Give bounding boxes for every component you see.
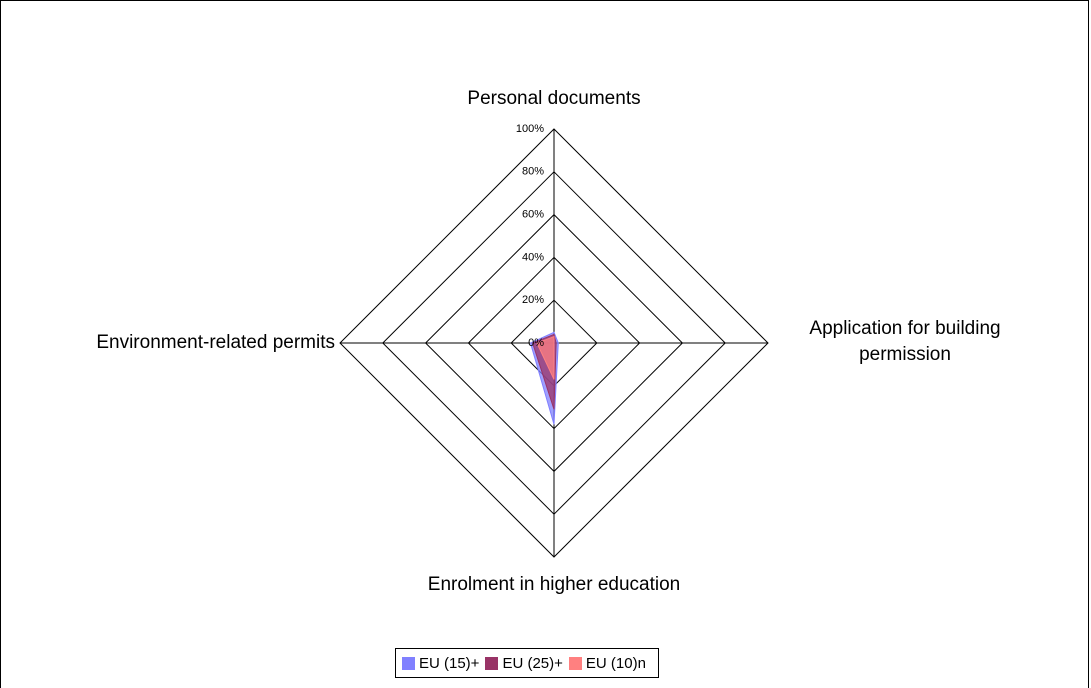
legend-swatch [402,656,415,670]
legend-label: EU (25)+ [502,654,563,672]
y-tick-label: 20% [522,294,544,306]
y-tick-label: 80% [522,166,544,178]
legend: EU (15)+ EU (25)+ EU (10)n [395,648,659,678]
category-label: Personal documents [467,88,641,109]
category-label: Environment-related permits [96,332,335,353]
y-tick-label: 0% [528,337,544,349]
legend-swatch [485,656,499,670]
category-label: Application for building permission [809,318,1001,365]
legend-swatch [568,656,582,670]
legend-label: EU (10)n [585,654,646,672]
legend-item: EU (25)+ [485,654,563,672]
category-label: Enrolment in higher education [427,574,681,595]
y-tick-label: 40% [522,251,544,263]
legend-item: EU (15)+ [402,655,479,672]
legend-label: EU (15)+ [419,654,480,672]
y-tick-label: 100% [516,123,544,135]
series-area [536,335,555,380]
y-tick-label: 60% [522,209,544,221]
legend-item: EU (10)n [568,654,646,672]
